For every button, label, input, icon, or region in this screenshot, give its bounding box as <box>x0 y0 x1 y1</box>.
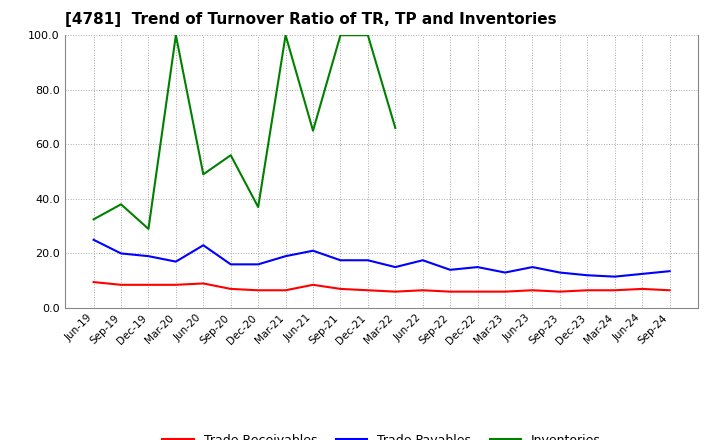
Trade Payables <box>199 242 207 248</box>
Line: Inventories: Inventories <box>94 35 395 229</box>
Trade Receivables <box>500 289 509 294</box>
Trade Payables <box>226 262 235 267</box>
Trade Receivables <box>226 286 235 292</box>
Line: Trade Payables: Trade Payables <box>94 240 670 277</box>
Trade Payables <box>117 251 125 256</box>
Trade Payables <box>391 264 400 270</box>
Trade Receivables <box>117 282 125 287</box>
Trade Payables <box>254 262 263 267</box>
Trade Receivables <box>309 282 318 287</box>
Inventories <box>144 226 153 231</box>
Text: [4781]  Trend of Turnover Ratio of TR, TP and Inventories: [4781] Trend of Turnover Ratio of TR, TP… <box>65 12 557 27</box>
Trade Payables <box>638 271 647 276</box>
Trade Payables <box>583 273 592 278</box>
Trade Payables <box>556 270 564 275</box>
Trade Receivables <box>89 279 98 285</box>
Trade Payables <box>446 267 454 272</box>
Trade Receivables <box>364 288 372 293</box>
Trade Payables <box>665 268 674 274</box>
Trade Receivables <box>171 282 180 287</box>
Inventories <box>309 128 318 133</box>
Trade Receivables <box>144 282 153 287</box>
Trade Payables <box>528 264 537 270</box>
Trade Receivables <box>665 288 674 293</box>
Line: Trade Receivables: Trade Receivables <box>94 282 670 292</box>
Trade Payables <box>473 264 482 270</box>
Inventories <box>391 125 400 131</box>
Trade Receivables <box>556 289 564 294</box>
Trade Receivables <box>473 289 482 294</box>
Trade Payables <box>611 274 619 279</box>
Inventories <box>336 33 345 38</box>
Trade Payables <box>336 258 345 263</box>
Trade Receivables <box>583 288 592 293</box>
Inventories <box>282 33 290 38</box>
Inventories <box>254 205 263 210</box>
Inventories <box>226 153 235 158</box>
Trade Receivables <box>336 286 345 292</box>
Trade Receivables <box>611 288 619 293</box>
Trade Receivables <box>254 288 263 293</box>
Trade Payables <box>282 253 290 259</box>
Trade Receivables <box>199 281 207 286</box>
Trade Payables <box>309 248 318 253</box>
Trade Receivables <box>528 288 537 293</box>
Inventories <box>364 33 372 38</box>
Inventories <box>171 33 180 38</box>
Trade Payables <box>364 258 372 263</box>
Inventories <box>199 172 207 177</box>
Trade Payables <box>500 270 509 275</box>
Trade Receivables <box>282 288 290 293</box>
Trade Receivables <box>418 288 427 293</box>
Trade Receivables <box>638 286 647 292</box>
Trade Payables <box>144 253 153 259</box>
Trade Receivables <box>446 289 454 294</box>
Trade Payables <box>89 237 98 242</box>
Trade Payables <box>418 258 427 263</box>
Trade Receivables <box>391 289 400 294</box>
Inventories <box>117 202 125 207</box>
Trade Payables <box>171 259 180 264</box>
Legend: Trade Receivables, Trade Payables, Inventories: Trade Receivables, Trade Payables, Inven… <box>157 429 606 440</box>
Inventories <box>89 216 98 222</box>
